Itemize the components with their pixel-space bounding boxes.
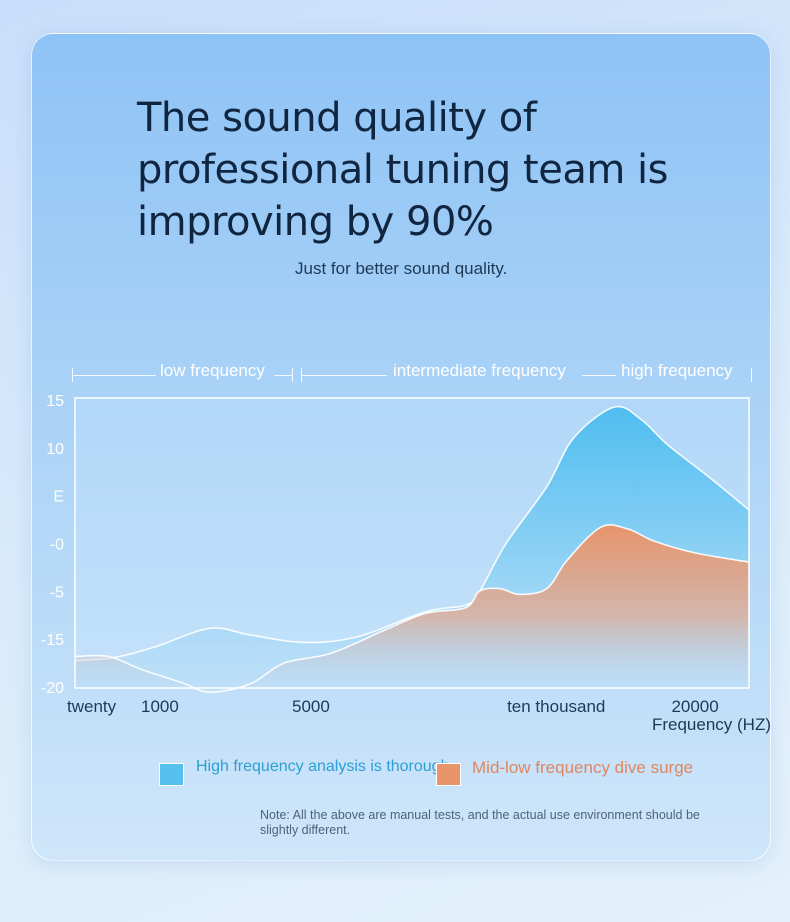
- x-tick-label: ten thousand: [507, 697, 605, 716]
- series-line: [74, 524, 750, 693]
- y-tick-label: -0: [50, 537, 64, 554]
- band-tick: [292, 368, 293, 382]
- disclaimer-note: Note: All the above are manual tests, an…: [260, 808, 700, 837]
- x-tick-label: 20000: [671, 697, 718, 716]
- frequency-response-chart: 15 10 E -0 -5 -15 -20 twenty 1000 5000 ten thousa…: [41, 393, 770, 734]
- x-tick-label: twenty: [67, 697, 117, 716]
- x-tick-label: 5000: [292, 697, 330, 716]
- band-line: [582, 375, 616, 376]
- y-tick-label: -15: [41, 632, 64, 649]
- band-label-high: high frequency: [621, 361, 733, 380]
- band-label-low: low frequency: [160, 361, 265, 380]
- y-tick-label: 15: [46, 393, 64, 410]
- legend-swatch-high: [159, 763, 184, 786]
- headline: The sound quality of professional tuning…: [137, 95, 668, 245]
- legend-label-high: High frequency analysis is thorough: [196, 758, 450, 775]
- y-tick-label: -20: [41, 680, 64, 697]
- legend-label-midlow: Mid-low frequency dive surge: [472, 758, 694, 777]
- band-line: [301, 375, 387, 376]
- band-label-mid: intermediate frequency: [393, 361, 566, 380]
- y-tick-label: 10: [46, 441, 64, 458]
- y-tick-label: -5: [50, 584, 64, 601]
- band-line: [72, 375, 156, 376]
- plot-frame: [74, 397, 750, 689]
- y-tick-label: E: [53, 489, 64, 506]
- x-tick-label: 1000: [141, 697, 179, 716]
- x-axis-label: Frequency (HZ): [652, 715, 770, 734]
- product-card: The sound quality of professional tuning…: [31, 33, 771, 861]
- legend-swatch-midlow: [436, 763, 461, 786]
- subtitle: Just for better sound quality.: [295, 259, 508, 278]
- band-line: [274, 375, 292, 376]
- series-area-mid-low-frequency: [75, 524, 749, 693]
- band-tick: [751, 368, 752, 382]
